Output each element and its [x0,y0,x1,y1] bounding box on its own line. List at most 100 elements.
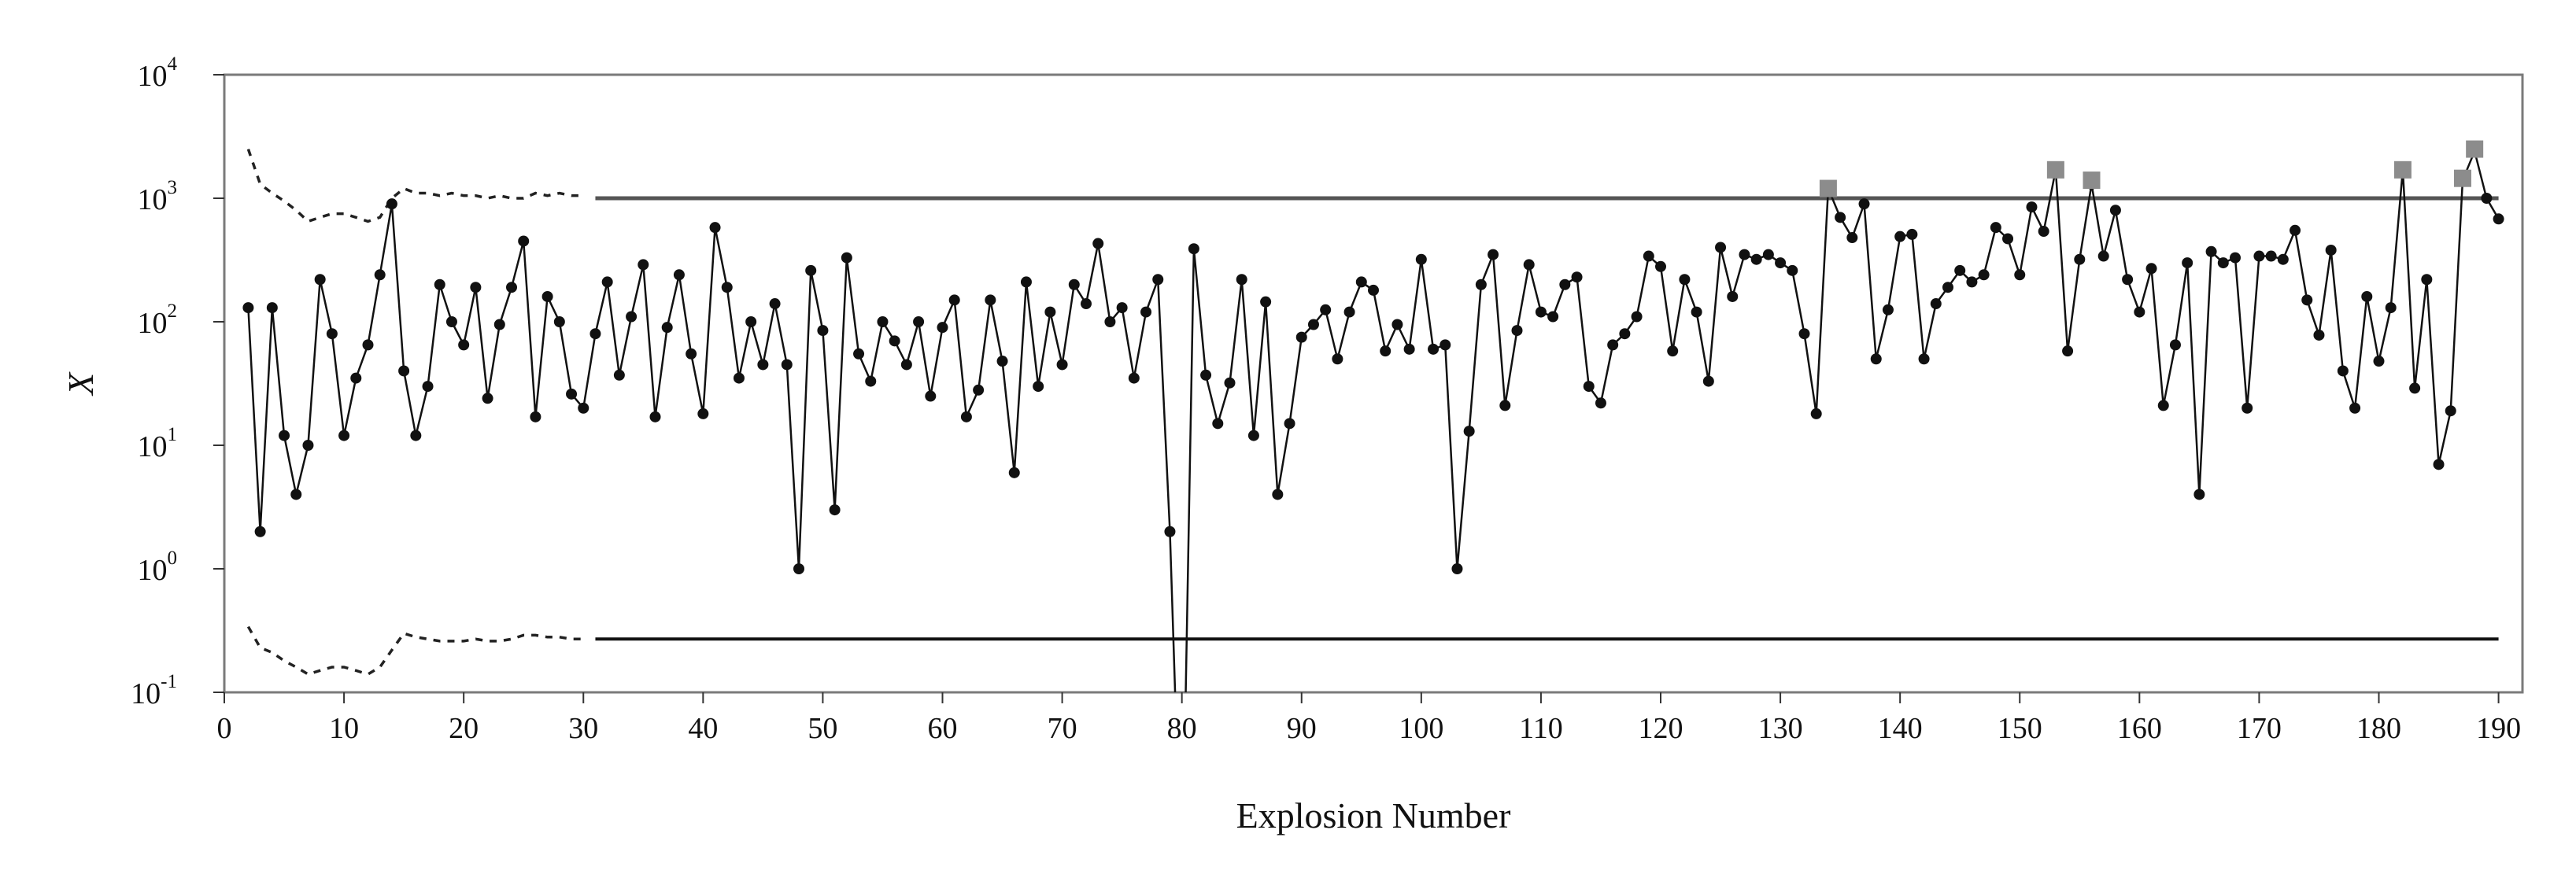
y-tick-exponent: 4 [168,53,178,75]
x-tick-label: 20 [449,712,479,745]
data-point [1750,253,1762,265]
data-point [1488,249,1499,260]
data-point [925,390,937,402]
data-point [1020,276,1032,288]
x-tick-label: 120 [1639,712,1683,745]
data-point [948,294,960,306]
data-point [1104,316,1116,327]
data-point [2014,269,2026,281]
x-tick-label: 190 [2476,712,2521,745]
data-point [553,316,565,327]
data-point [350,372,362,384]
x-tick-label: 40 [688,712,718,745]
y-tick-label: 103 [138,177,178,216]
x-tick-label: 180 [2356,712,2401,745]
data-point [1499,400,1511,411]
data-point [1631,311,1643,323]
data-point [1643,250,1654,262]
data-point [2385,302,2397,314]
data-point [2217,257,2229,269]
data-point [1810,408,1822,419]
data-point [960,411,972,422]
data-point [2493,213,2504,225]
data-point [1787,264,1798,276]
data-point [709,222,721,234]
data-point [1882,304,1894,315]
y-tick-label: 104 [138,53,178,93]
data-point [470,282,482,293]
data-point [541,290,553,302]
data-point [314,274,326,286]
data-point [254,526,266,537]
data-point [1092,238,1104,249]
data-point [2074,253,2086,265]
data-point [2193,489,2205,500]
data-point [1918,353,1930,365]
data-point [1212,418,1224,430]
data-point [578,402,589,414]
data-point [1906,228,1918,240]
data-point [362,339,374,351]
data-point [374,269,386,281]
y-tick-label: 101 [138,424,178,463]
data-point [686,348,697,360]
data-point [1247,430,1259,441]
data-point [1428,343,1440,355]
data-point [757,359,769,371]
y-tick-exponent: 1 [168,424,178,445]
data-point [2145,263,2157,275]
data-point [781,359,793,371]
data-point [482,393,493,404]
data-point [1702,375,1714,387]
data-point [2109,205,2121,216]
data-point [2301,294,2313,306]
x-tick-label: 50 [808,712,837,745]
data-point [865,375,877,387]
data-point [2242,402,2253,414]
data-point [996,356,1008,367]
data-point [1307,319,1319,330]
y-tick-exponent: 2 [168,301,178,322]
data-point [1152,274,1164,286]
data-point [493,319,505,330]
data-point [985,294,996,306]
data-point [626,311,638,323]
data-point [1068,279,1080,290]
data-point [1547,311,1559,323]
data-point [793,563,804,574]
outlier-point [2466,140,2484,158]
data-point [2265,250,2277,262]
data-point [1511,325,1523,337]
data-point [338,430,350,441]
data-point [1559,279,1571,290]
plot-area [223,73,2524,694]
data-point [805,264,817,276]
data-point [1775,257,1787,269]
lower-limit-dashed [246,625,584,676]
data-point [2122,274,2134,286]
outlier-point [2083,172,2101,190]
data-point [2337,365,2349,377]
data-point [1451,563,1463,574]
data-point [913,316,925,327]
outlier-point [2046,160,2064,179]
x-tick-label: 10 [329,712,359,745]
data-point [1846,232,1858,244]
data-point [2062,345,2074,357]
data-point [2481,193,2493,204]
outlier-point [2453,169,2471,187]
data-point [1140,306,1152,318]
data-point [1727,290,1739,302]
data-point [458,339,470,351]
data-point [1523,259,1535,271]
data-point [1870,353,1882,365]
data-point [769,298,781,310]
data-point [1715,242,1727,253]
y-tick-exponent: 0 [168,548,178,569]
data-point [841,252,852,264]
data-point [1380,345,1391,357]
outlier-point [2393,160,2412,179]
data-point [386,198,397,210]
data-point [2409,382,2421,394]
data-point [1894,231,1906,242]
